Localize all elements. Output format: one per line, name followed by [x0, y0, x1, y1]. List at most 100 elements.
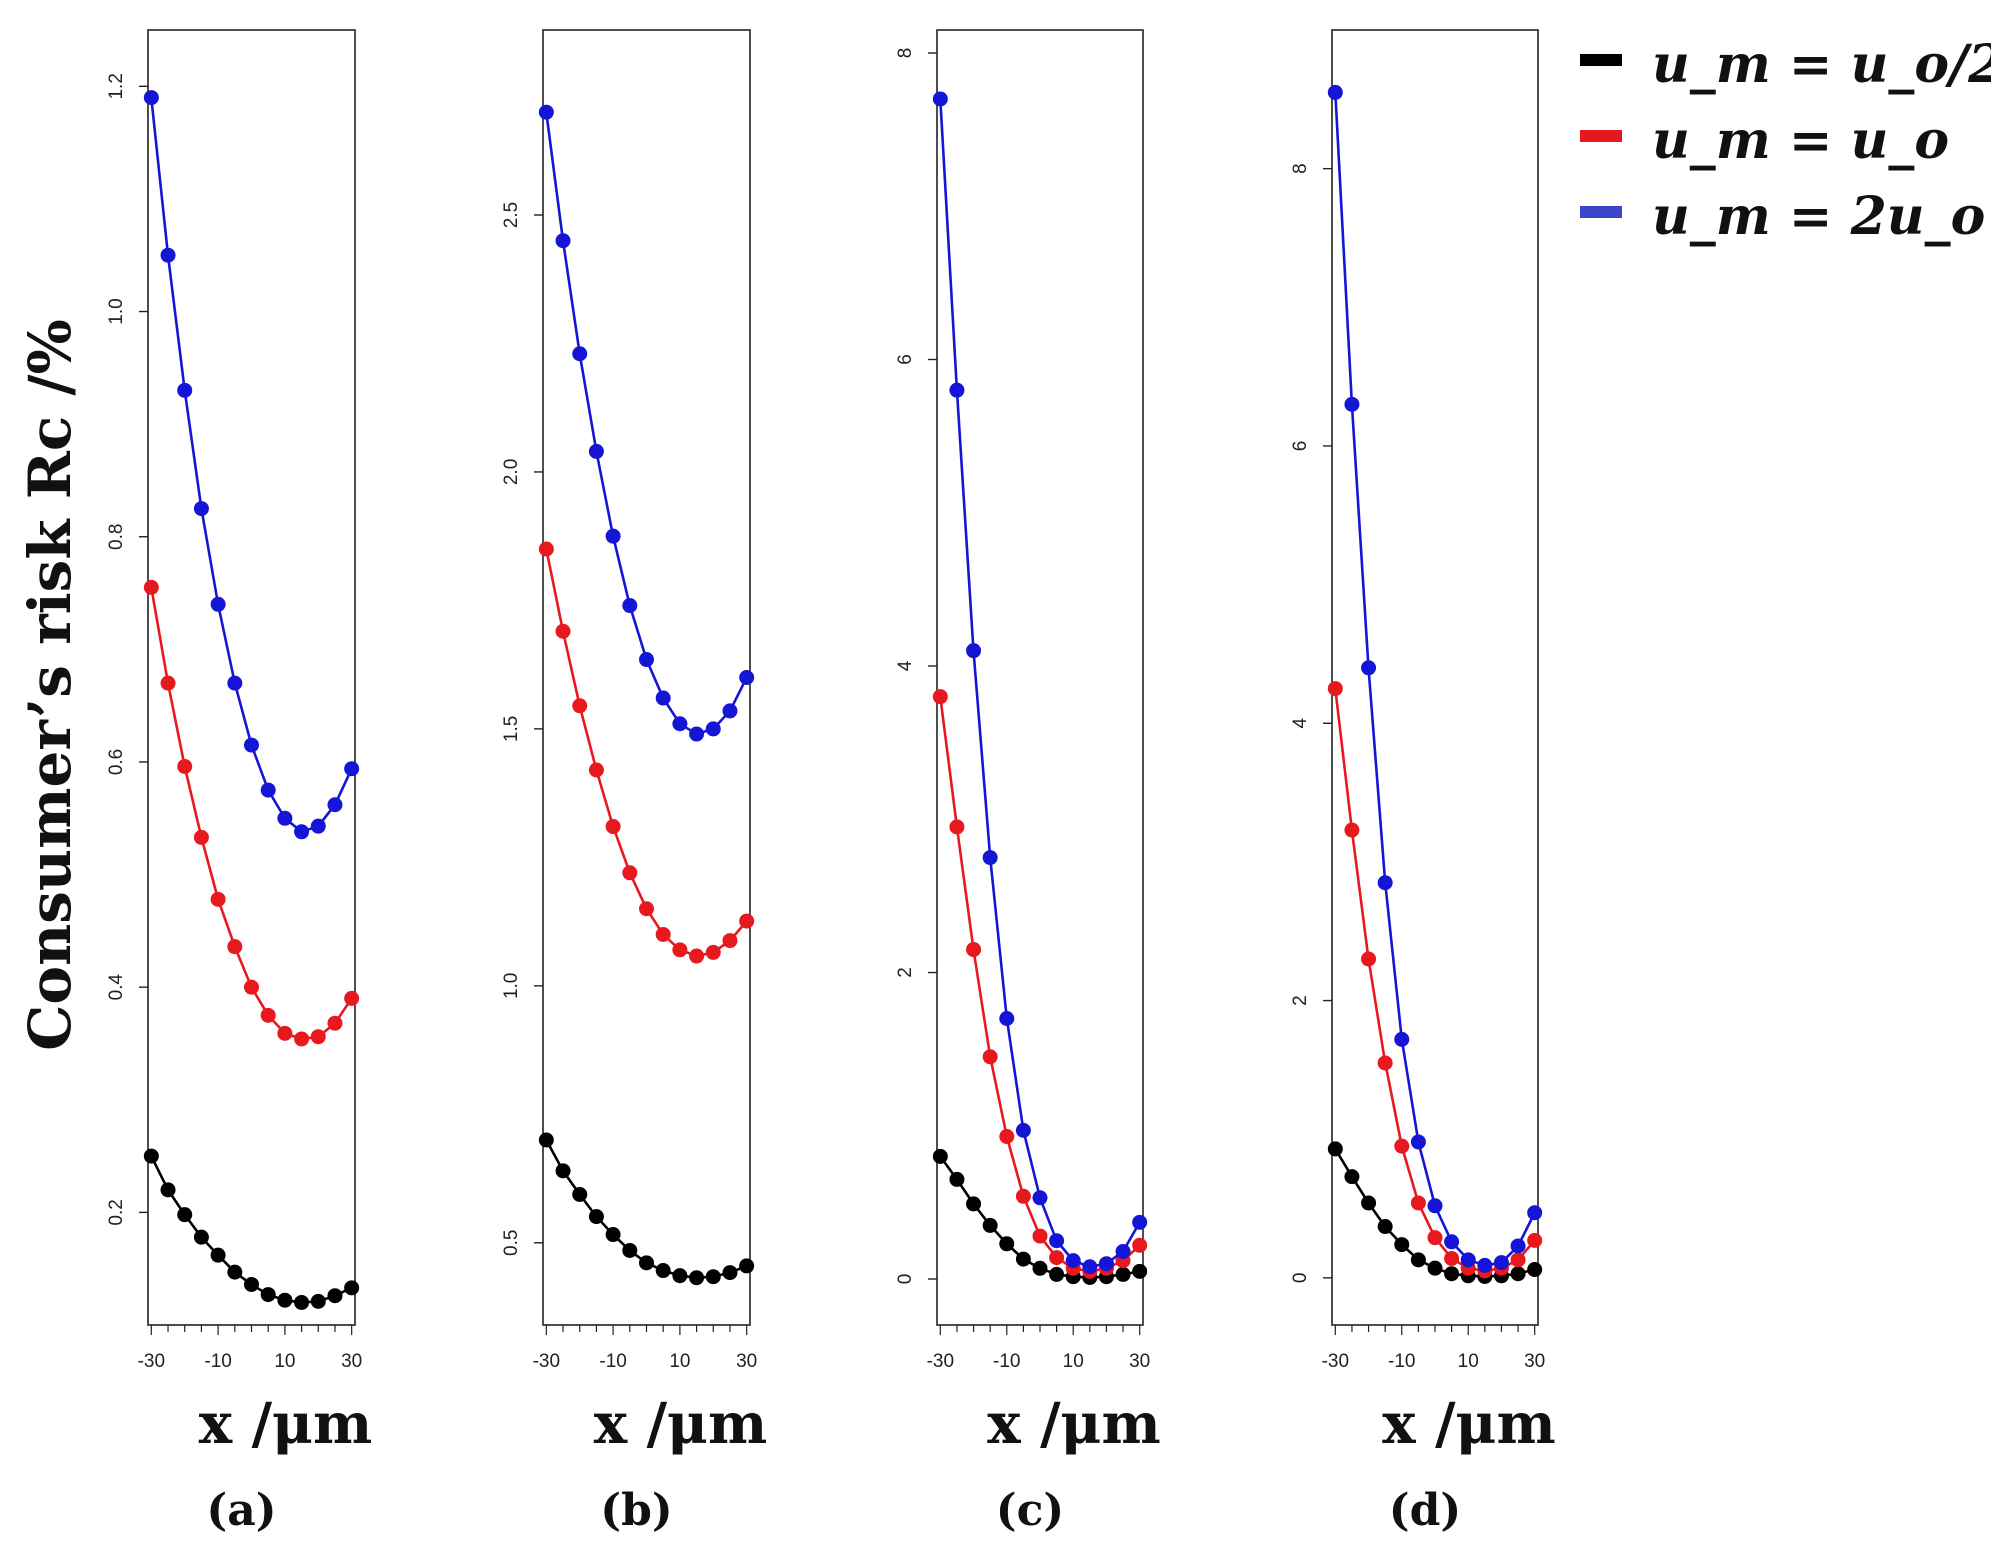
data-point: [1327, 84, 1343, 100]
data-point: [327, 1288, 343, 1304]
panel-label-c: (c): [996, 1485, 1064, 1536]
data-point: [1427, 1230, 1443, 1246]
data-point: [966, 643, 982, 659]
data-point: [949, 382, 965, 398]
series-a-equal: [143, 579, 360, 1047]
y-tick-label: 8: [895, 48, 916, 59]
series-line: [545, 548, 748, 958]
data-point: [605, 819, 621, 835]
data-point: [1361, 951, 1377, 967]
data-point: [1527, 1232, 1543, 1248]
data-point: [705, 944, 721, 960]
data-point: [1410, 1134, 1426, 1150]
data-point: [1344, 822, 1360, 838]
data-point: [1032, 1260, 1048, 1276]
data-point: [572, 346, 588, 362]
data-point: [1527, 1262, 1543, 1278]
data-point: [722, 703, 738, 719]
legend-swatch-red: [1580, 130, 1622, 142]
series-d-double: [1327, 84, 1543, 1273]
y-tick-label: 1.0: [501, 973, 522, 999]
data-point: [1115, 1243, 1131, 1259]
data-point: [1065, 1253, 1081, 1269]
data-point: [572, 698, 588, 714]
panel-d: 0 2 4 6 8 -30 -10 10 30 x /μm (d): [1290, 29, 1556, 1536]
data-point: [1377, 1219, 1393, 1235]
data-point: [1427, 1198, 1443, 1214]
data-point: [722, 933, 738, 949]
data-point: [655, 1263, 671, 1279]
x-tick-label: 30: [1524, 1351, 1545, 1372]
panel-b: 0.5 1.0 1.5 2.0 2.5 -30 -10 10 30 x /μm (b): [501, 29, 768, 1536]
data-point: [244, 1276, 259, 1292]
series-a-double: [143, 90, 360, 840]
data-point: [344, 761, 360, 777]
data-point: [1444, 1234, 1460, 1250]
data-point: [1510, 1266, 1526, 1282]
legend-label-equal: u_m = u_o: [1652, 110, 1949, 171]
legend-item-equal: u_m = u_o: [1580, 110, 1949, 171]
data-point: [344, 1280, 360, 1296]
data-point: [538, 541, 554, 557]
data-point: [1361, 660, 1377, 676]
data-point: [177, 382, 193, 398]
data-point: [982, 1049, 998, 1065]
panel-label-d: (d): [1389, 1485, 1461, 1536]
data-point: [210, 1247, 226, 1263]
plot-frame-c: [936, 29, 1144, 1326]
data-point: [143, 1148, 159, 1164]
data-point: [1132, 1237, 1148, 1253]
plot-frame-d: [1331, 29, 1539, 1326]
data-point: [1132, 1263, 1148, 1279]
data-point: [999, 1128, 1015, 1144]
data-point: [982, 850, 998, 866]
panel-a: 0.2 0.4 0.6 0.8 1.0 1.2 -30 -10 10 30 x /μm (a): [106, 29, 372, 1536]
data-point: [555, 233, 571, 249]
y-tick-label: 2.0: [501, 459, 522, 485]
plot-frame-a: [147, 29, 356, 1326]
data-point: [1394, 1138, 1410, 1154]
data-point: [1460, 1252, 1476, 1268]
series-b-half: [538, 1132, 755, 1286]
data-point: [227, 939, 243, 955]
data-point: [143, 90, 159, 106]
legend-swatch-blue: [1580, 206, 1622, 218]
y-tick-label: 0.2: [106, 1199, 127, 1225]
data-point: [310, 818, 326, 834]
legend-swatch-black: [1580, 54, 1622, 66]
x-tick-label: 10: [1458, 1351, 1479, 1372]
series-line: [939, 98, 1141, 1269]
data-point: [1327, 1141, 1343, 1157]
panel-label-a: (a): [206, 1485, 276, 1536]
data-point: [210, 891, 226, 907]
data-point: [1510, 1252, 1526, 1268]
data-point: [555, 1163, 571, 1179]
data-point: [227, 675, 243, 691]
data-point: [160, 675, 176, 691]
y-tick-label: 0: [1290, 1273, 1311, 1284]
y-tick-label: 0.4: [106, 974, 127, 1001]
y-tick-label: 6: [895, 354, 916, 365]
data-point: [605, 1227, 621, 1243]
data-point: [1444, 1250, 1460, 1266]
data-point: [1410, 1252, 1426, 1268]
data-point: [999, 1236, 1015, 1252]
panel-label-b: (b): [600, 1485, 672, 1536]
data-point: [294, 1031, 310, 1047]
x-tick-label: -30: [1322, 1351, 1349, 1372]
data-point: [260, 1007, 276, 1023]
data-point: [655, 926, 671, 942]
legend-item-half: u_m = u_o/2: [1580, 34, 1991, 95]
x-tick-label: -10: [599, 1351, 626, 1372]
data-point: [588, 1209, 604, 1225]
data-point: [327, 1015, 343, 1031]
data-point: [1327, 681, 1343, 697]
x-axis-label-b: x /μm: [594, 1391, 768, 1457]
data-point: [1510, 1238, 1526, 1254]
y-tick-label: 0.5: [501, 1230, 522, 1256]
x-tick-label: 10: [1063, 1351, 1084, 1372]
data-point: [949, 819, 965, 835]
y-tick-label: 2: [1290, 995, 1311, 1006]
data-point: [244, 979, 259, 995]
data-point: [227, 1264, 243, 1280]
